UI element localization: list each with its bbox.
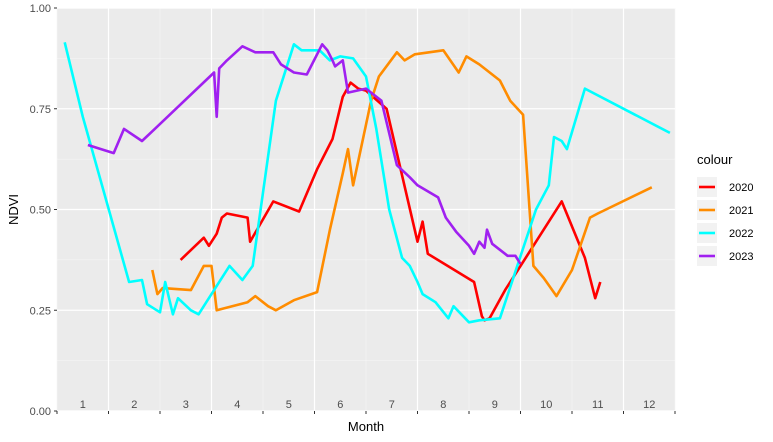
month-label: 1 — [80, 399, 86, 411]
month-label: 12 — [643, 399, 655, 411]
legend-label: 2020 — [729, 182, 753, 194]
series-line-2023 — [87, 42, 522, 265]
legend-label: 2022 — [729, 228, 753, 240]
y-tick-label: 1.00 — [30, 3, 51, 15]
legend-title: colour — [697, 152, 733, 167]
series-line-2020 — [179, 81, 602, 322]
series-line-2021 — [151, 48, 653, 312]
y-axis-title: NDVI — [6, 194, 21, 225]
month-label: 5 — [286, 399, 292, 411]
month-label: 2 — [131, 399, 137, 411]
y-tick-label: 0.50 — [30, 205, 51, 217]
month-labels: 1 2 3 4 5 6 7 8 9 10 11 12 — [80, 399, 656, 411]
month-label: 9 — [492, 399, 498, 411]
series-line-2022 — [63, 41, 671, 324]
y-tick-label: 0.25 — [30, 305, 51, 317]
series-lines — [63, 41, 671, 324]
legend-items: 2020 2021 2022 2023 — [697, 177, 753, 266]
legend: colour 2020 2021 2022 2023 — [697, 152, 753, 266]
month-label: 4 — [234, 399, 240, 411]
x-axis-title: Month — [348, 419, 384, 434]
month-label: 3 — [183, 399, 189, 411]
y-tick-label: 0.00 — [30, 406, 51, 418]
month-label: 6 — [337, 399, 343, 411]
month-label: 10 — [540, 399, 552, 411]
month-label: 7 — [389, 399, 395, 411]
y-axis: 0.00 0.25 0.50 0.75 1.00 — [30, 3, 57, 418]
legend-label: 2023 — [729, 251, 753, 263]
x-axis — [56, 411, 676, 414]
month-label: 11 — [592, 399, 603, 411]
legend-label: 2021 — [729, 205, 753, 217]
y-tick-label: 0.75 — [30, 104, 51, 116]
month-label: 8 — [440, 399, 446, 411]
